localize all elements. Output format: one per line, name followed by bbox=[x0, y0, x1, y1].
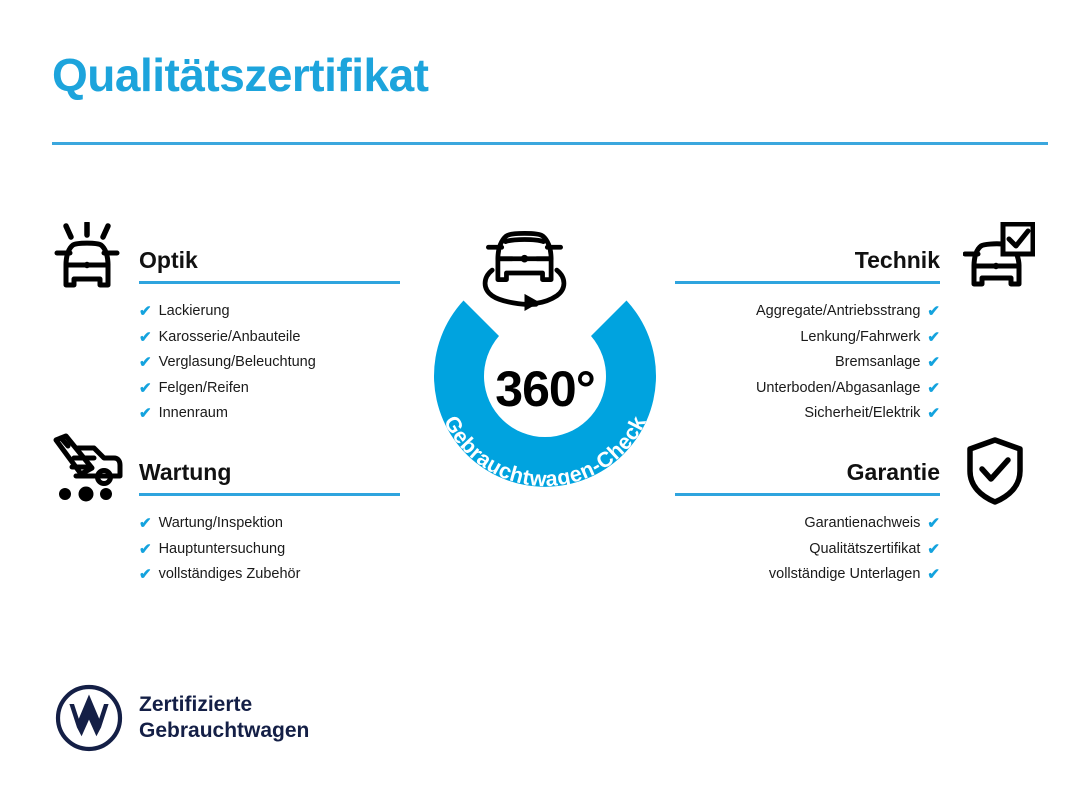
list-item-label: Karosserie/Anbauteile bbox=[158, 328, 301, 345]
car-checkbox-icon bbox=[962, 221, 1036, 299]
list-item-label: Wartung/Inspektion bbox=[158, 515, 283, 531]
volkswagen-logo-icon bbox=[55, 684, 123, 752]
list-item: ✔ Wartung/Inspektion bbox=[139, 511, 400, 537]
car-shine-icon bbox=[50, 220, 124, 299]
checklist-technik: Aggregate/Antriebsstrang ✔ Lenkung/Fahrwe… bbox=[675, 299, 940, 427]
list-item-label: Hauptuntersuchung bbox=[158, 540, 286, 557]
footer-line-2: Gebrauchtwagen bbox=[139, 719, 310, 742]
check-icon: ✔ bbox=[139, 540, 152, 558]
check-icon: ✔ bbox=[139, 405, 152, 423]
list-item-label: Felgen/Reifen bbox=[158, 379, 249, 396]
check-icon: ✔ bbox=[139, 354, 152, 372]
list-item: Sicherheit/Elektrik ✔ bbox=[675, 401, 940, 427]
list-item-label: Sicherheit/Elektrik bbox=[804, 405, 921, 421]
list-item: Aggregate/Antriebsstrang ✔ bbox=[675, 299, 940, 325]
list-item-label: Unterboden/Abgasanlage bbox=[755, 379, 921, 396]
page-title: Qualitätszertifikat bbox=[52, 49, 429, 101]
list-item-label: Lackierung bbox=[158, 303, 230, 319]
list-item-label: Verglasung/Beleuchtung bbox=[158, 354, 316, 370]
section-title-garantie: Garantie bbox=[846, 459, 940, 485]
check-icon: ✔ bbox=[139, 515, 152, 533]
check-icon: ✔ bbox=[139, 303, 152, 321]
section-optik: Optik ✔ Lackierung ✔ Karosserie/Anbauteile… bbox=[139, 238, 400, 427]
check-icon: ✔ bbox=[139, 379, 152, 397]
check-icon: ✔ bbox=[927, 354, 940, 372]
checklist-garantie: Garantienachweis ✔ Qualitätszertifikat ✔ v… bbox=[675, 511, 940, 588]
list-item-label: Innenraum bbox=[158, 405, 228, 421]
checklist-optik: ✔ Lackierung ✔ Karosserie/Anbauteile ✔ Verg… bbox=[139, 299, 400, 427]
list-item-label: Bremsanlage bbox=[834, 354, 921, 370]
list-item-label: Garantienachweis bbox=[804, 515, 921, 531]
footer-logo-block: Zertifizierte Gebrauchtwagen bbox=[55, 684, 309, 752]
badge-degrees: 360° bbox=[495, 361, 595, 417]
check-icon: ✔ bbox=[927, 540, 940, 558]
check-icon: ✔ bbox=[927, 515, 940, 533]
list-item: ✔ vollständiges Zubehör bbox=[139, 562, 400, 588]
shield-check-icon bbox=[965, 437, 1025, 510]
check-icon: ✔ bbox=[927, 566, 940, 584]
check-icon: ✔ bbox=[139, 566, 152, 584]
check-icon: ✔ bbox=[927, 328, 940, 346]
list-item: ✔ Lackierung bbox=[139, 299, 400, 325]
footer-logo-text: Zertifizierte Gebrauchtwagen bbox=[139, 692, 309, 744]
section-divider-technik bbox=[675, 281, 940, 284]
car-rotate-icon bbox=[482, 231, 567, 311]
list-item-label: vollständige Unterlagen bbox=[768, 566, 921, 582]
title-divider bbox=[52, 142, 1048, 145]
list-item: ✔ Karosserie/Anbauteile bbox=[139, 325, 400, 351]
list-item: ✔ Felgen/Reifen bbox=[139, 376, 400, 402]
badge-ring bbox=[434, 300, 656, 487]
check-icon: ✔ bbox=[139, 328, 152, 346]
list-item: Garantienachweis ✔ bbox=[675, 511, 940, 537]
list-item: Unterboden/Abgasanlage ✔ bbox=[675, 376, 940, 402]
section-divider-wartung bbox=[139, 493, 400, 496]
car-service-pencil-icon bbox=[48, 432, 128, 509]
section-garantie: Garantie Garantienachweis ✔ Qualitätszert… bbox=[675, 450, 940, 588]
section-header-garantie: Garantie bbox=[675, 450, 940, 496]
list-item: Bremsanlage ✔ bbox=[675, 350, 940, 376]
list-item-label: vollständiges Zubehör bbox=[158, 566, 301, 582]
list-item-label: Qualitätszertifikat bbox=[809, 540, 921, 557]
section-header-optik: Optik bbox=[139, 238, 400, 284]
section-title-wartung: Wartung bbox=[139, 459, 232, 485]
section-header-wartung: Wartung bbox=[139, 450, 400, 496]
section-divider-garantie bbox=[675, 493, 940, 496]
list-item: ✔ Innenraum bbox=[139, 401, 400, 427]
section-header-technik: Technik bbox=[675, 238, 940, 284]
list-item: vollständige Unterlagen ✔ bbox=[675, 562, 940, 588]
check-icon: ✔ bbox=[927, 405, 940, 423]
list-item: ✔ Hauptuntersuchung bbox=[139, 537, 400, 563]
gebrauchtwagen-check-badge: Gebrauchtwagen-Check 360° bbox=[405, 212, 685, 502]
check-icon: ✔ bbox=[927, 303, 940, 321]
list-item-label: Aggregate/Antriebsstrang bbox=[755, 303, 921, 319]
section-technik: Technik Aggregate/Antriebsstrang ✔ Lenkun… bbox=[675, 238, 940, 427]
section-title-optik: Optik bbox=[139, 247, 198, 273]
list-item-label: Lenkung/Fahrwerk bbox=[800, 328, 921, 345]
section-divider-optik bbox=[139, 281, 400, 284]
checklist-wartung: ✔ Wartung/Inspektion ✔ Hauptuntersuchung ✔… bbox=[139, 511, 400, 588]
section-title-technik: Technik bbox=[854, 247, 940, 273]
list-item: Qualitätszertifikat ✔ bbox=[675, 537, 940, 563]
section-wartung: Wartung ✔ Wartung/Inspektion ✔ Hauptunters… bbox=[139, 450, 400, 588]
footer-line-1: Zertifizierte bbox=[139, 693, 253, 716]
list-item: Lenkung/Fahrwerk ✔ bbox=[675, 325, 940, 351]
list-item: ✔ Verglasung/Beleuchtung bbox=[139, 350, 400, 376]
check-icon: ✔ bbox=[927, 379, 940, 397]
